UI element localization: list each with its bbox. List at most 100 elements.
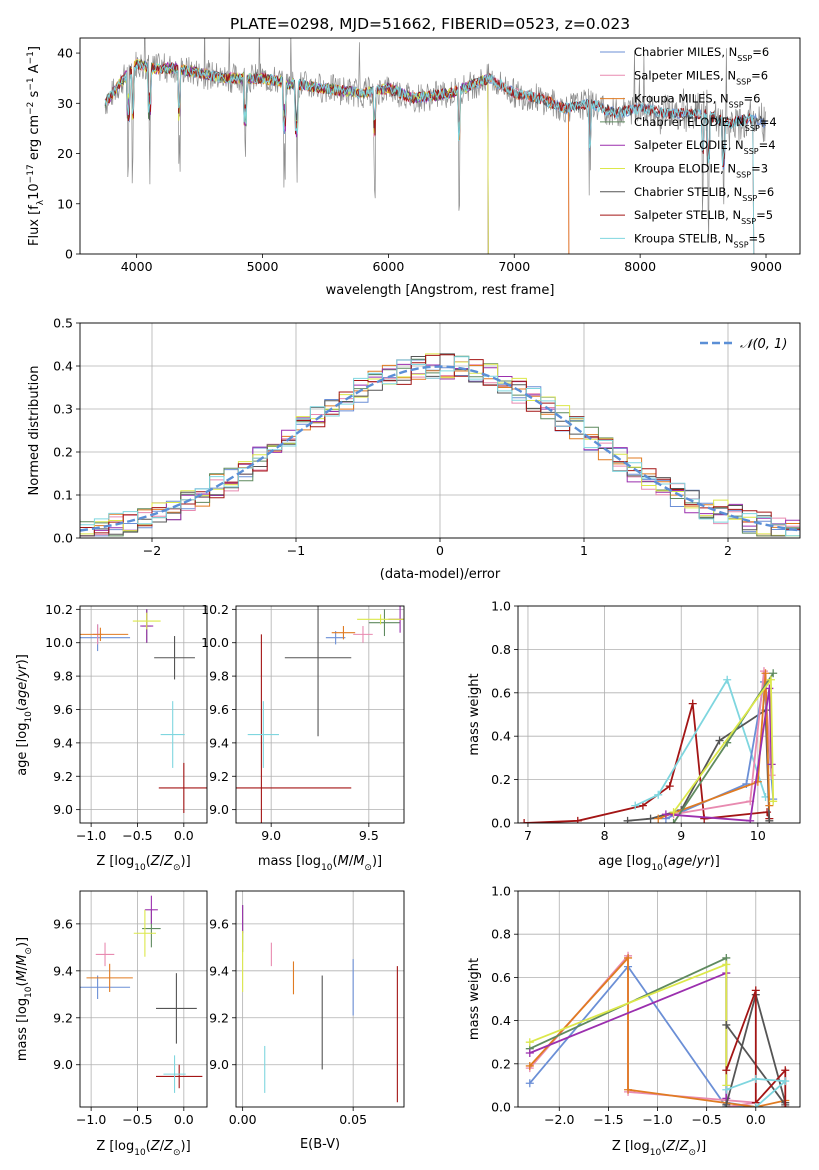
chart-title: PLATE=0298, MJD=51662, FIBERID=0523, z=0… <box>230 15 630 33</box>
y-tick-label: 1.0 <box>491 884 511 899</box>
x-tick-label: 9000 <box>750 259 782 274</box>
x-tick-label: 10 <box>750 828 766 843</box>
mass_weight_vs_age-frame <box>517 605 801 824</box>
y-tick-label: 9.6 <box>209 702 229 717</box>
legend-sub: SSP <box>742 193 757 202</box>
label-part: A <box>27 64 42 77</box>
x-tick-label: −0.5 <box>122 1112 152 1127</box>
x-axis-label: wavelength [Angstrom, rest frame] <box>326 283 555 298</box>
y-tick-label: 9.0 <box>53 802 73 817</box>
x-tick-label: 0.05 <box>339 1112 367 1127</box>
y-tick-label: 10.2 <box>45 602 73 617</box>
plus-marker <box>525 1038 534 1047</box>
label-part: age <box>15 682 30 706</box>
series-line-1 <box>529 953 756 1107</box>
label-part: Z <box>679 1139 690 1154</box>
label-part: ( <box>661 1139 666 1154</box>
x-axis-label: mass [log10(M/M⊙)] <box>258 854 382 873</box>
legend-pre: Kroupa STELIB, N <box>634 231 734 245</box>
label-part: / <box>160 854 165 869</box>
label-part: 10 <box>134 863 146 873</box>
plus-marker <box>722 1066 731 1075</box>
x-tick-label: 6000 <box>372 259 404 274</box>
plus-marker <box>722 1085 731 1094</box>
legend-pre: Kroupa MILES, N <box>634 92 729 106</box>
legend-entry: Salpeter MILES, NSSP=6 <box>634 68 768 86</box>
mass_vs_ebv-points <box>242 905 398 1103</box>
mass_weight_vs_Z-lines <box>525 951 790 1107</box>
label-part: ( <box>15 981 30 986</box>
label-part: ( <box>146 1139 151 1154</box>
label-part: )] <box>181 1139 191 1154</box>
plus-marker <box>751 986 760 995</box>
y-tick-label: 40 <box>57 46 73 61</box>
legend-post: =5 <box>756 208 773 222</box>
y-tick-label: 0.8 <box>491 927 511 942</box>
label-part: 10 <box>134 1148 146 1158</box>
y-tick-label: 20 <box>57 146 73 161</box>
label-part: Flux [f <box>27 205 42 246</box>
legend-post: =4 <box>760 115 777 129</box>
plus-marker <box>700 814 709 823</box>
legend-entry: Chabrier STELIB, NSSP=6 <box>634 185 774 203</box>
y-tick-label: 0.2 <box>491 772 511 787</box>
y-tick-label: 1.0 <box>491 599 511 614</box>
legend-pre: Kroupa ELODIE, N <box>634 162 736 176</box>
y-tick-label: 9.4 <box>209 963 229 978</box>
y-tick-label: 9.0 <box>53 1057 73 1072</box>
y-tick-label: 0.1 <box>53 488 73 503</box>
y-tick-label: 10 <box>57 196 73 211</box>
plus-marker <box>688 699 697 708</box>
mass_vs_Z-frame <box>79 890 208 1108</box>
label-part: / <box>349 854 354 869</box>
label-part: −1 <box>26 77 36 90</box>
plus-marker <box>573 816 582 823</box>
legend-pre: Chabrier MILES, N <box>634 45 737 59</box>
observed-spectrum <box>104 38 767 239</box>
x-tick-label: 1 <box>580 543 588 558</box>
age_vs_Z-axes: −1.0 −0.5 0.0 9.0 9.2 9.4 9.6 9.8 10.0 10.2 <box>45 602 207 843</box>
label-part: λ <box>36 199 46 205</box>
x-axis-label: age [log10(age/yr)] <box>598 854 720 873</box>
x-tick-label: −1 <box>287 543 305 558</box>
x-tick-label: 9.0 <box>261 828 281 843</box>
age_vs_Z-points <box>80 609 207 813</box>
legend-post: =6 <box>744 92 761 106</box>
y-axis-label: mass [log10(M/M⊙)] <box>15 937 34 1061</box>
label-part: s <box>27 90 42 101</box>
y-axis-label: age [log10(age/yr)] <box>15 654 34 776</box>
y-tick-label: 9.6 <box>53 916 73 931</box>
label-part: 10 <box>24 986 34 998</box>
legend-sub: SSP <box>737 54 752 63</box>
y-tick-label: 0.6 <box>491 970 511 985</box>
label-part: Z [log <box>612 1139 650 1154</box>
plus-marker <box>525 1079 534 1088</box>
legend-post: =6 <box>752 45 769 59</box>
x-tick-label: −1.0 <box>76 828 106 843</box>
x-axis-label: Z [log10(Z/Z⊙)] <box>612 1139 706 1158</box>
x-tick-label: 9 <box>677 828 685 843</box>
label-part: Z <box>163 854 174 869</box>
y-tick-label: 9.2 <box>53 769 73 784</box>
y-tick-label: 0.2 <box>53 445 73 460</box>
legend-post: =6 <box>757 185 774 199</box>
plus-marker <box>765 801 774 810</box>
y-tick-label: 9.2 <box>209 1010 229 1025</box>
label-part: 10 <box>651 863 663 873</box>
age_vs_Z-frame <box>79 605 208 824</box>
plus-marker <box>654 814 663 823</box>
legend-pre: Salpeter MILES, N <box>634 68 736 82</box>
legend-sub: SSP <box>745 123 760 132</box>
mass_vs_Z-points <box>80 895 203 1093</box>
legend-entry: Chabrier MILES, NSSP=6 <box>634 45 769 63</box>
plus-marker <box>769 797 778 806</box>
label-part: yr <box>696 854 712 869</box>
plus-marker <box>746 816 755 823</box>
residuals-frame <box>79 322 801 539</box>
label-part: ⊙ <box>24 947 34 955</box>
plus-marker <box>623 816 632 823</box>
legend-entry: Salpeter STELIB, NSSP=5 <box>634 208 773 226</box>
plus-marker <box>654 790 663 799</box>
label-part: M <box>338 854 349 869</box>
